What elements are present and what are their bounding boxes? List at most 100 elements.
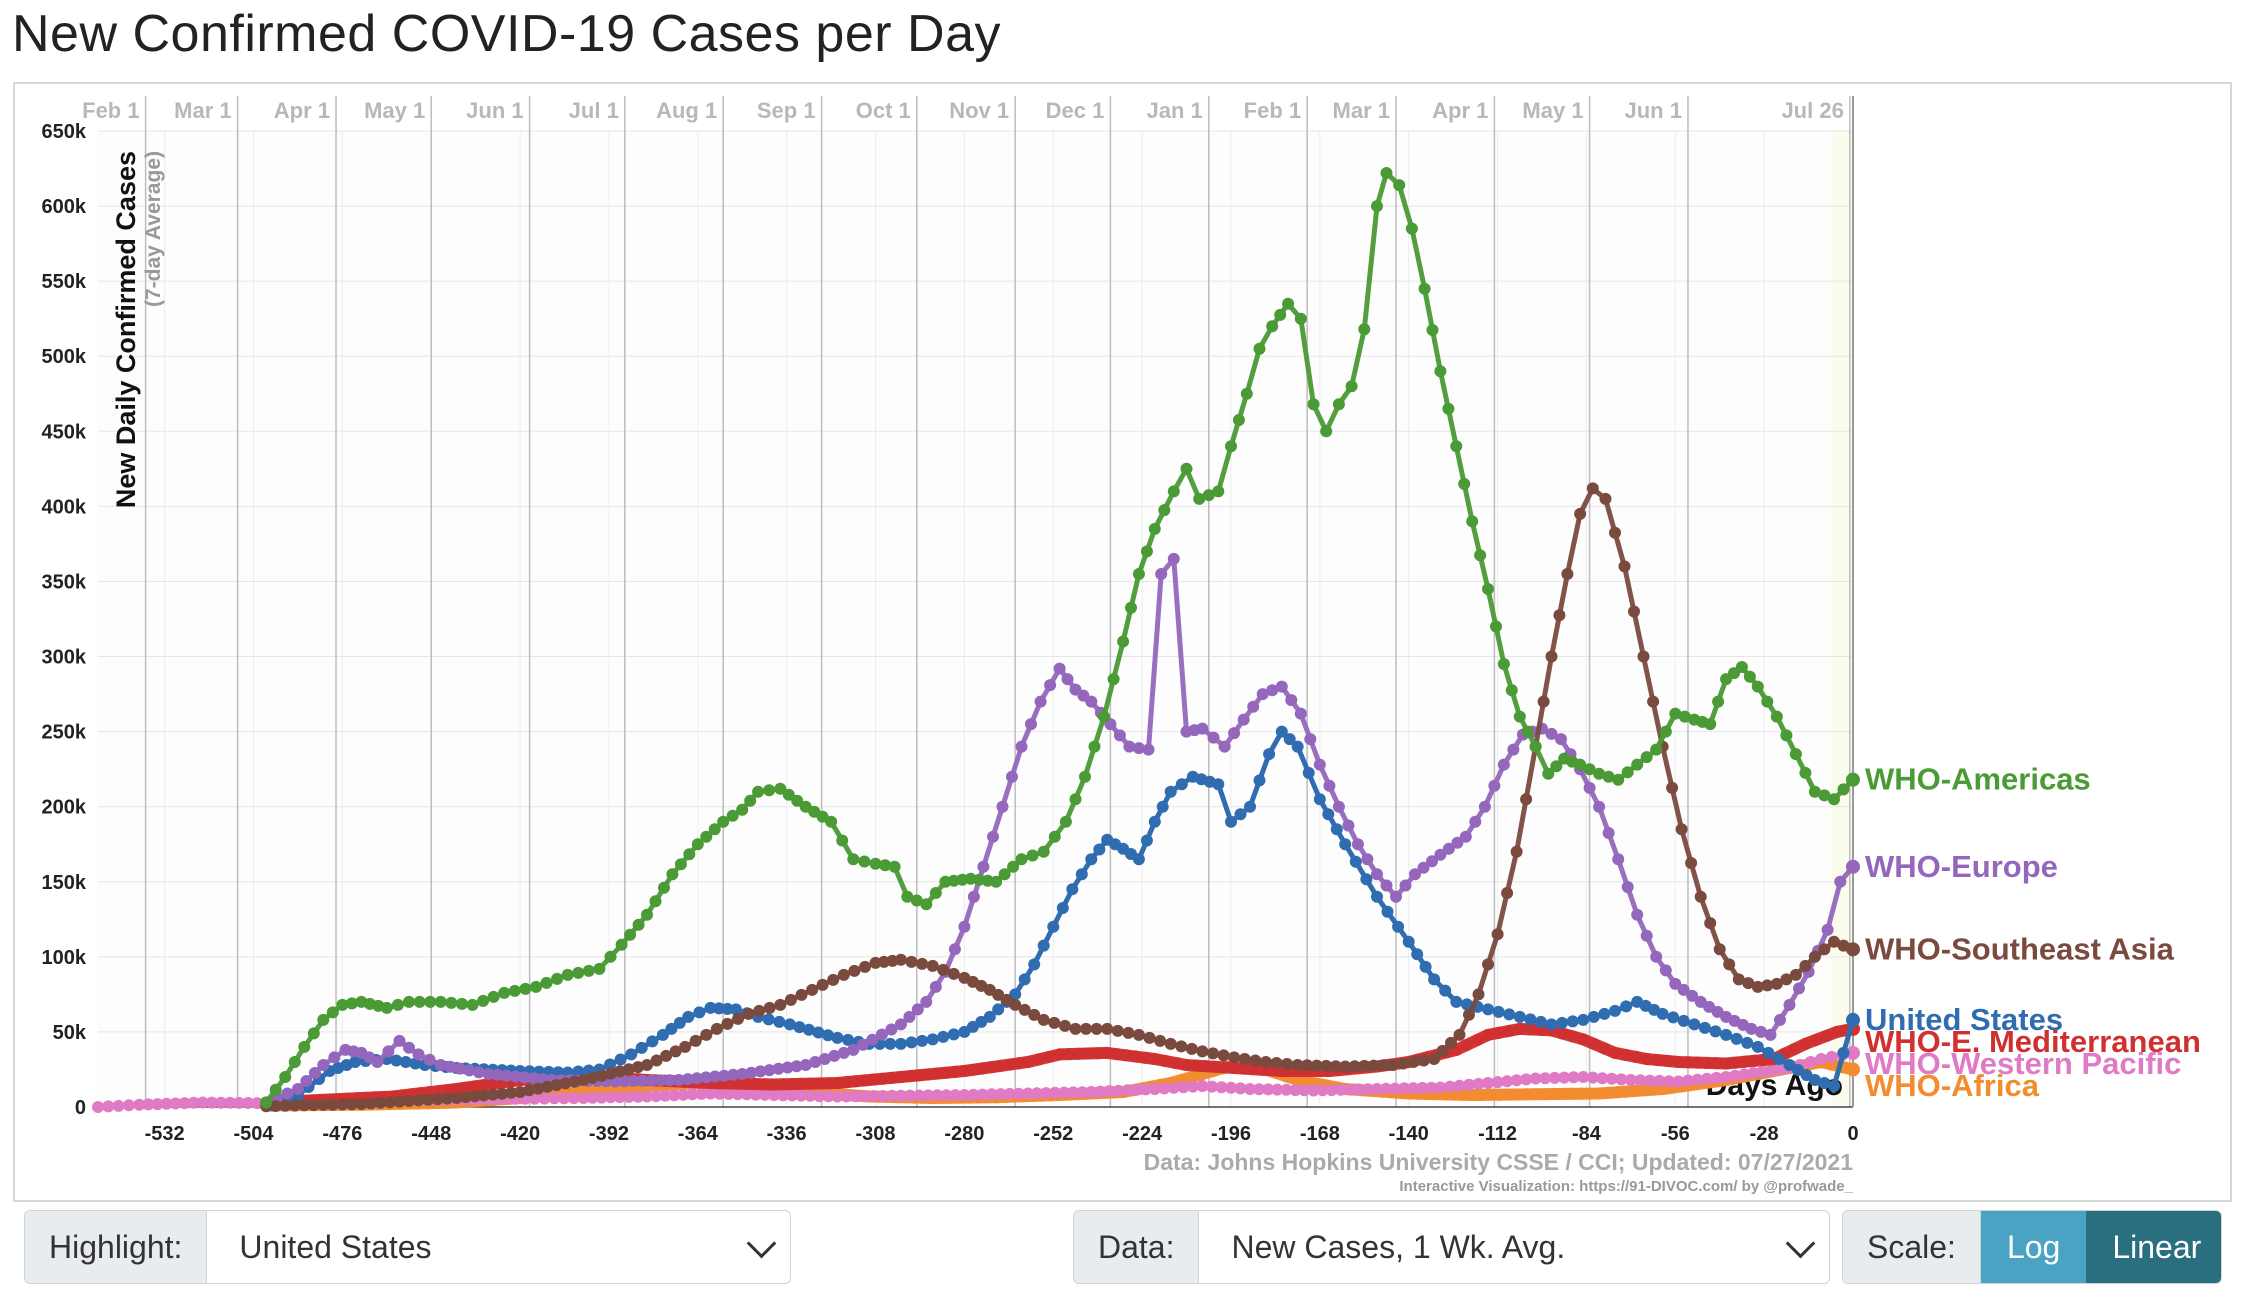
month-marker-label: Oct 1 <box>856 98 911 123</box>
data-point <box>561 968 574 981</box>
highlight-select[interactable]: Highlight: United States <box>24 1210 791 1284</box>
data-point <box>1713 943 1726 956</box>
data-point <box>1170 1057 1182 1069</box>
data-point <box>1080 1022 1092 1035</box>
data-point <box>1602 770 1615 783</box>
data-point <box>251 1097 264 1110</box>
data-point <box>1307 1084 1320 1097</box>
data-point <box>822 1077 835 1090</box>
month-marker-label: Jun 1 <box>1625 98 1682 123</box>
data-point <box>1339 1060 1352 1073</box>
data-point <box>558 1092 570 1105</box>
data-point <box>665 1022 678 1035</box>
data-point <box>1030 1087 1043 1100</box>
data-point <box>940 1089 953 1102</box>
data-point <box>1330 823 1343 836</box>
data-point <box>1371 200 1383 213</box>
data-point <box>1091 1047 1104 1060</box>
data-point <box>763 784 776 797</box>
data-point <box>1349 855 1362 868</box>
data-point <box>1434 848 1447 861</box>
data-point <box>1180 462 1193 475</box>
data-point <box>1558 1071 1571 1084</box>
data-point <box>1196 1080 1209 1092</box>
data-point <box>477 994 490 1007</box>
data-point <box>1271 1083 1284 1096</box>
data-point <box>1466 515 1479 528</box>
data-point <box>260 1096 273 1109</box>
data-point <box>1598 1042 1611 1055</box>
data-point <box>326 1098 339 1111</box>
data-point <box>1358 1059 1371 1072</box>
data-point <box>1566 1015 1579 1028</box>
data-point <box>1234 808 1247 821</box>
data-point <box>160 1097 173 1110</box>
data-point <box>1313 758 1326 771</box>
data-point <box>1253 1083 1266 1096</box>
month-marker-label: Sep 1 <box>757 98 816 123</box>
data-point <box>1640 1053 1653 1065</box>
data-point <box>279 1071 292 1083</box>
data-point <box>773 1015 786 1028</box>
data-point <box>1694 890 1707 903</box>
x-tick-label: -112 <box>1478 1123 1517 1145</box>
data-point <box>990 875 1003 888</box>
data-point <box>700 1028 713 1041</box>
scale-log-button[interactable]: Log <box>1980 1211 2087 1283</box>
data-point <box>1113 729 1126 742</box>
data-point <box>1202 489 1215 502</box>
data-point <box>1682 1056 1694 1069</box>
y-tick-label: 100k <box>42 947 87 969</box>
data-dropdown[interactable]: New Cases, 1 Wk. Avg. <box>1199 1211 1829 1283</box>
data-point <box>1818 789 1831 802</box>
data-point <box>791 794 804 807</box>
data-point <box>1225 440 1237 453</box>
data-point <box>1621 881 1634 893</box>
data-point <box>1729 1069 1742 1082</box>
data-point <box>269 1100 282 1112</box>
data-point <box>559 1077 572 1090</box>
y-tick-label: 250k <box>42 722 87 744</box>
data-point <box>913 1069 926 1082</box>
data-point <box>1122 1026 1135 1039</box>
data-point <box>1520 1073 1533 1086</box>
data-point <box>763 1001 776 1014</box>
data-point <box>1139 1083 1152 1096</box>
data-point <box>721 1002 734 1015</box>
data-point <box>1003 1058 1016 1071</box>
data-point <box>1667 1011 1680 1024</box>
data-point <box>622 1090 635 1103</box>
data-point <box>518 1071 531 1084</box>
data-point <box>1280 1083 1293 1096</box>
data-point <box>151 1098 164 1111</box>
data-point <box>904 1070 916 1083</box>
data-point <box>345 1098 358 1111</box>
data-point <box>532 1082 545 1095</box>
data-point <box>1755 1025 1767 1038</box>
data-point <box>1770 977 1783 990</box>
data-point <box>967 890 980 903</box>
credit-note: Interactive Visualization: https://91-DI… <box>1399 1178 1853 1195</box>
data-point <box>790 1060 803 1073</box>
scale-linear-button[interactable]: Linear <box>2086 1211 2221 1283</box>
data-point <box>1574 758 1587 771</box>
scale-toggle-group: Scale: Log Linear <box>1842 1210 2222 1284</box>
data-point <box>650 1090 663 1103</box>
data-point <box>422 1093 435 1106</box>
data-point <box>1529 740 1542 753</box>
data-select[interactable]: Data: New Cases, 1 Wk. Avg. <box>1073 1210 1830 1284</box>
data-point <box>1237 713 1250 726</box>
data-point <box>822 1090 835 1103</box>
data-point <box>1629 1084 1642 1097</box>
y-tick-label: 600k <box>42 196 87 218</box>
data-point <box>1620 1085 1633 1098</box>
data-point <box>1764 1028 1777 1041</box>
series-end-label: WHO-Western Pacific <box>1865 1046 2181 1081</box>
data-point <box>1510 845 1523 858</box>
data-point <box>910 894 923 907</box>
data-point <box>1619 1048 1632 1061</box>
data-point <box>1167 1081 1180 1094</box>
data-point <box>1482 1028 1494 1041</box>
data-point <box>1334 1083 1347 1096</box>
highlight-dropdown[interactable]: United States <box>207 1211 790 1283</box>
